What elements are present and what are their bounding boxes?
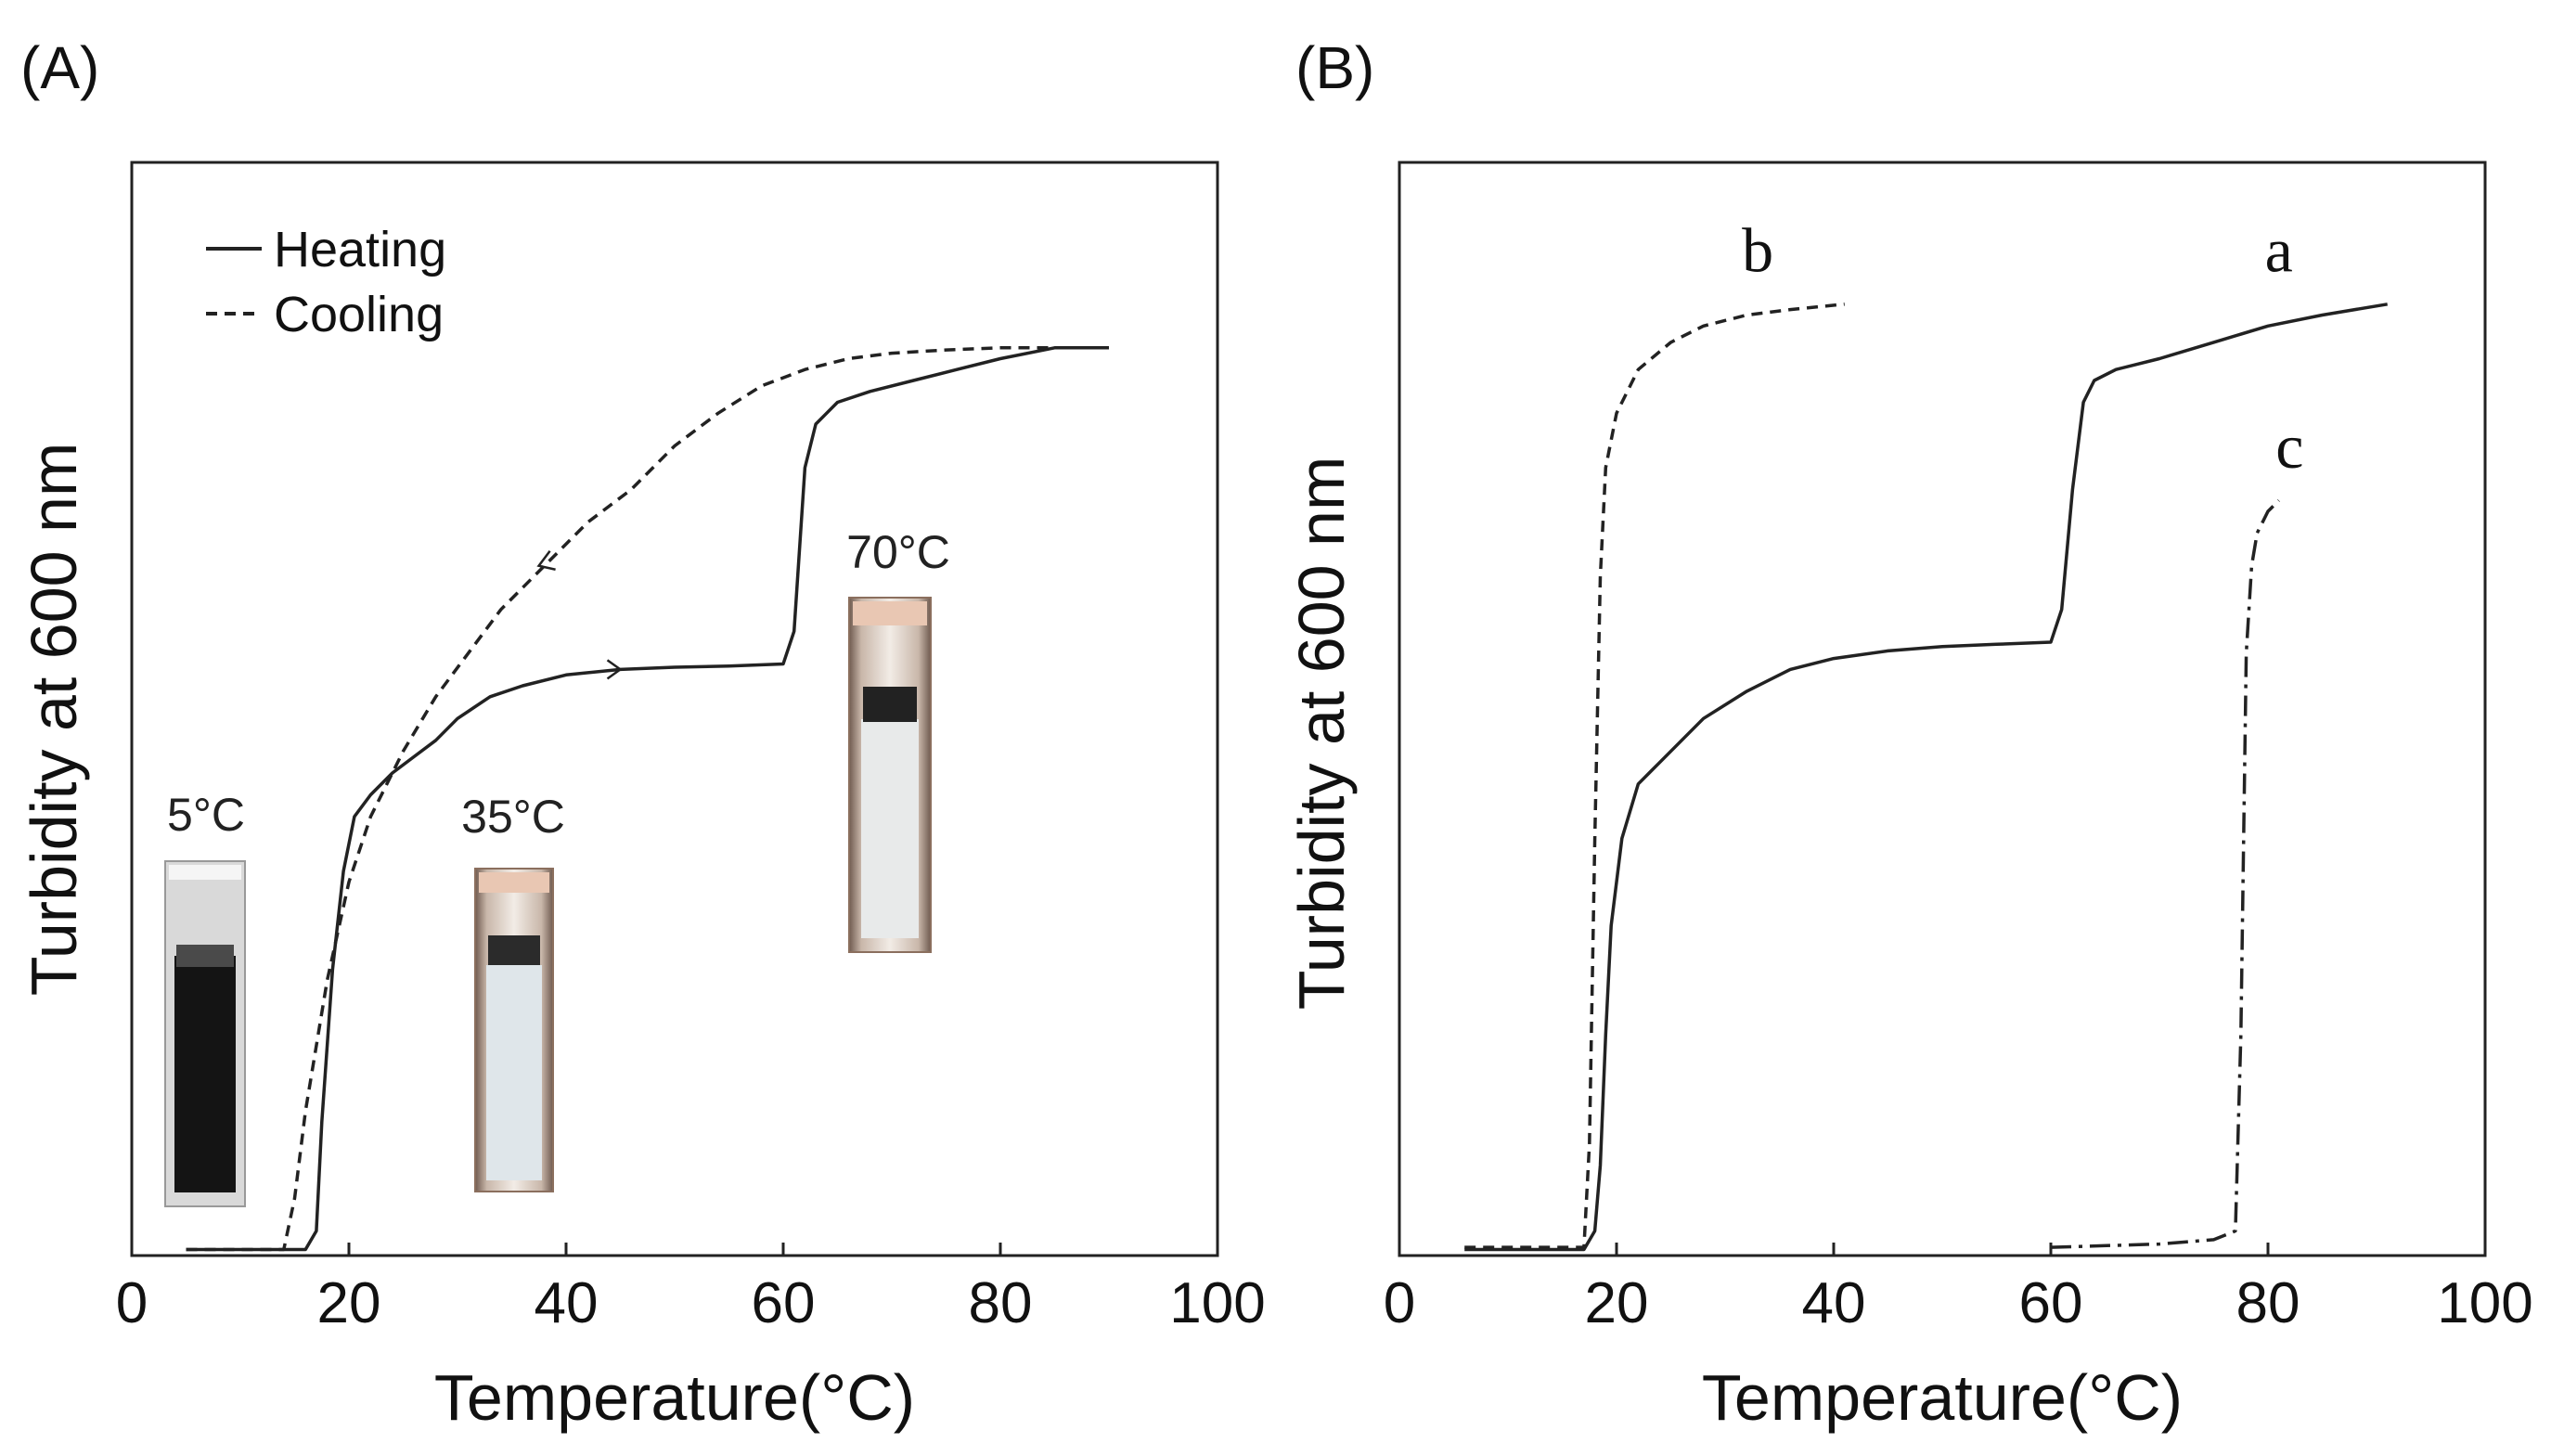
panel-a-y-axis-title: Turbidity at 600 nm	[18, 443, 90, 997]
cuvette-5c-rim	[169, 865, 241, 880]
panel-b-series-c-line	[2050, 499, 2280, 1249]
panel-b-x-tick-label: 0	[1384, 1271, 1415, 1335]
panel-b-series-a-line	[1464, 303, 2388, 1252]
legend-heating-label: Heating	[274, 222, 446, 277]
panel-a-series-cooling-line	[186, 346, 1109, 1252]
panel-b-label: (B)	[1295, 34, 1374, 101]
panel-b: (B) 0 20 40 60 80 100 Temperature(°C) Turbidi…	[1285, 34, 2533, 1434]
panel-b-x-tick-label: 80	[2236, 1271, 2300, 1335]
cuvette-5c-cap	[176, 945, 234, 967]
panel-b-series-b-line	[1464, 303, 1845, 1249]
panel-b-plot-frame	[1398, 161, 2487, 1257]
panel-a-x-tick-label: 80	[969, 1271, 1033, 1335]
panel-b-x-tick-label: 40	[1802, 1271, 1866, 1335]
cuvette-35c-rim	[479, 872, 549, 893]
panel-a-series-heating-arrow	[606, 659, 623, 680]
panel-b-series-c-label: c	[2275, 411, 2303, 482]
cuvette-5c-label: 5°C	[167, 789, 245, 841]
panel-a-x-ticks: 0 20 40 60 80 100	[116, 1243, 1266, 1335]
panel-b-x-ticks: 0 20 40 60 80 100	[1384, 1243, 2533, 1335]
cuvette-70c-liquid	[861, 719, 919, 938]
panel-b-series-a-label: a	[2265, 215, 2293, 286]
panel-b-y-axis-title: Turbidity at 600 nm	[1285, 457, 1358, 1011]
panel-a-x-tick-label: 40	[535, 1271, 599, 1335]
panel-b-x-tick-label: 60	[2019, 1271, 2083, 1335]
panel-a-x-tick-label: 20	[317, 1271, 381, 1335]
cuvette-photo-35c: 35°C	[461, 791, 565, 1192]
cuvette-70c-cap	[863, 687, 917, 722]
panel-b-x-tick-label: 100	[2437, 1271, 2532, 1335]
cuvette-5c-liquid	[174, 956, 236, 1192]
panel-a-series	[186, 346, 1109, 1252]
panel-a-series-cooling-arrow	[536, 550, 556, 571]
cuvette-photo-5c: 5°C	[164, 789, 246, 1207]
panel-a: (A) 0 20 40 60 80 100 Temperature(°C) Turbidi…	[18, 34, 1266, 1434]
panel-b-series-b-label: b	[1742, 215, 1773, 286]
panel-b-x-axis-title: Temperature(°C)	[1702, 1361, 2183, 1434]
cuvette-70c-label: 70°C	[846, 526, 950, 578]
panel-b-series: a b c	[1464, 215, 2388, 1252]
panel-a-x-tick-label: 60	[752, 1271, 816, 1335]
panel-a-label: (A)	[20, 34, 99, 101]
cuvette-35c-liquid	[486, 965, 542, 1180]
panel-a-x-tick-label: 0	[116, 1271, 148, 1335]
panel-a-x-tick-label: 100	[1169, 1271, 1265, 1335]
panel-a-series-heating-line	[186, 346, 1109, 1252]
cuvette-photo-70c: 70°C	[846, 526, 950, 953]
panel-a-x-axis-title: Temperature(°C)	[434, 1361, 915, 1434]
panel-a-plot-frame	[130, 161, 1219, 1257]
cuvette-35c-cap	[488, 935, 540, 965]
panel-b-x-tick-label: 20	[1585, 1271, 1649, 1335]
panel-a-legend: Heating Cooling	[206, 222, 446, 342]
cuvette-35c-label: 35°C	[461, 791, 565, 843]
legend-cooling-label: Cooling	[274, 287, 444, 342]
cuvette-70c-rim	[853, 601, 927, 625]
